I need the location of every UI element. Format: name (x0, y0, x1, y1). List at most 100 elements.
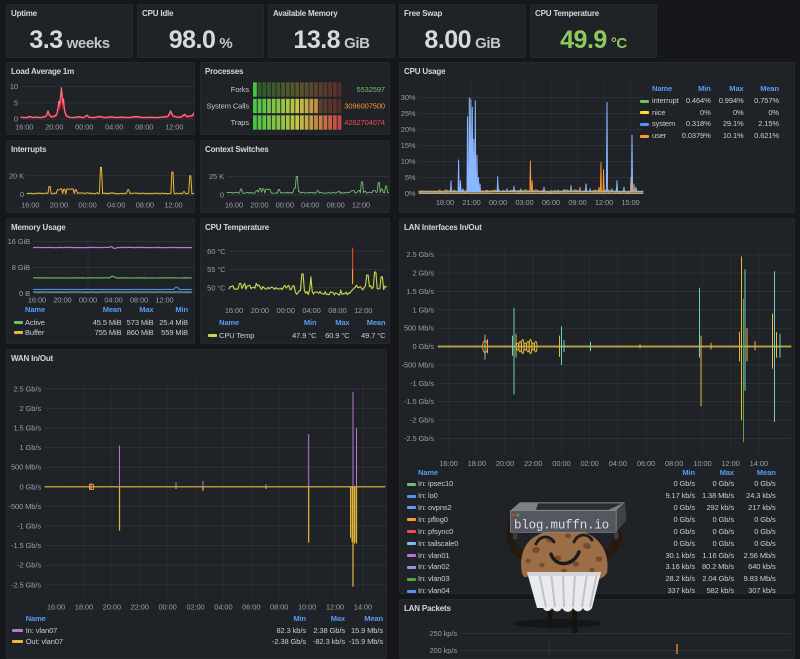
svg-text:00:00: 00:00 (277, 306, 295, 315)
svg-text:0%: 0% (405, 189, 416, 198)
svg-text:10: 10 (10, 82, 18, 91)
svg-text:20:00: 20:00 (45, 123, 63, 132)
svg-text:08:00: 08:00 (326, 201, 344, 210)
svg-text:03:00: 03:00 (515, 198, 533, 207)
svg-text:500 Mb/s: 500 Mb/s (404, 324, 434, 333)
svg-text:00:00: 00:00 (78, 201, 96, 210)
svg-text:10:00: 10:00 (298, 603, 316, 612)
svg-text:18:00: 18:00 (75, 603, 93, 612)
svg-text:2 Gb/s: 2 Gb/s (20, 404, 42, 413)
svg-text:-1.5 Gb/s: -1.5 Gb/s (11, 541, 41, 550)
svg-text:12:00: 12:00 (155, 296, 173, 305)
svg-text:16:00: 16:00 (15, 123, 33, 132)
svg-text:18:00: 18:00 (468, 459, 486, 468)
svg-text:08:00: 08:00 (270, 603, 288, 612)
svg-text:-1 Gb/s: -1 Gb/s (17, 522, 41, 531)
svg-text:20 K: 20 K (9, 171, 24, 180)
svg-text:0: 0 (14, 115, 18, 124)
svg-text:8 GiB: 8 GiB (12, 263, 30, 272)
svg-text:08:00: 08:00 (665, 459, 683, 468)
svg-text:16:00: 16:00 (225, 306, 243, 315)
svg-text:08:00: 08:00 (136, 201, 154, 210)
svg-text:System Calls: System Calls (206, 102, 249, 111)
svg-text:22:00: 22:00 (131, 603, 149, 612)
svg-text:5: 5 (14, 98, 18, 107)
svg-text:14:00: 14:00 (750, 459, 768, 468)
svg-text:08:00: 08:00 (130, 296, 148, 305)
svg-text:16:00: 16:00 (439, 459, 457, 468)
svg-text:4262704074: 4262704074 (344, 118, 385, 127)
svg-text:09:00: 09:00 (568, 198, 586, 207)
svg-text:16:00: 16:00 (225, 201, 243, 210)
svg-text:14:00: 14:00 (354, 603, 372, 612)
svg-text:15:00: 15:00 (621, 198, 639, 207)
svg-text:Forks: Forks (231, 85, 250, 94)
svg-text:50 °C: 50 °C (207, 283, 226, 292)
svg-text:12:00: 12:00 (165, 123, 183, 132)
svg-text:2.5 Gb/s: 2.5 Gb/s (13, 384, 41, 393)
svg-text:1.5 Gb/s: 1.5 Gb/s (406, 287, 434, 296)
svg-text:-2.5 Gb/s: -2.5 Gb/s (11, 580, 41, 589)
svg-text:04:00: 04:00 (301, 201, 319, 210)
svg-text:-2 Gb/s: -2 Gb/s (410, 416, 434, 425)
svg-text:12:00: 12:00 (721, 459, 739, 468)
svg-text:16 GiB: 16 GiB (8, 237, 30, 246)
svg-text:-2.5 Gb/s: -2.5 Gb/s (404, 434, 434, 443)
svg-text:250 kp/s: 250 kp/s (429, 629, 457, 638)
svg-text:21:00: 21:00 (462, 198, 480, 207)
svg-text:5532597: 5532597 (357, 85, 386, 94)
svg-text:1 Gb/s: 1 Gb/s (20, 443, 42, 452)
svg-text:-2 Gb/s: -2 Gb/s (17, 561, 41, 570)
svg-text:12:00: 12:00 (354, 306, 372, 315)
svg-text:5%: 5% (405, 173, 416, 182)
svg-text:2 Gb/s: 2 Gb/s (413, 269, 435, 278)
svg-text:12:00: 12:00 (595, 198, 613, 207)
svg-text:0: 0 (20, 190, 24, 199)
svg-text:-1.5 Gb/s: -1.5 Gb/s (404, 397, 434, 406)
svg-text:10:00: 10:00 (693, 459, 711, 468)
svg-text:06:00: 06:00 (637, 459, 655, 468)
svg-text:22:00: 22:00 (524, 459, 542, 468)
svg-text:04:00: 04:00 (302, 306, 320, 315)
svg-text:02:00: 02:00 (186, 603, 204, 612)
svg-text:55 °C: 55 °C (207, 265, 226, 274)
svg-text:60 °C: 60 °C (207, 247, 226, 256)
svg-text:00:00: 00:00 (79, 296, 97, 305)
svg-text:20:00: 20:00 (103, 603, 121, 612)
svg-text:16:00: 16:00 (28, 296, 46, 305)
svg-text:16:00: 16:00 (47, 603, 65, 612)
svg-text:04:00: 04:00 (105, 123, 123, 132)
svg-text:blog.muffn.io: blog.muffn.io (514, 519, 609, 533)
svg-text:3096007500: 3096007500 (344, 102, 385, 111)
svg-text:20:00: 20:00 (251, 306, 269, 315)
svg-text:00:00: 00:00 (276, 201, 294, 210)
svg-text:18:00: 18:00 (436, 198, 454, 207)
svg-text:06:00: 06:00 (542, 198, 560, 207)
svg-text:00:00: 00:00 (75, 123, 93, 132)
svg-text:16:00: 16:00 (21, 201, 39, 210)
svg-text:0: 0 (220, 191, 224, 200)
svg-text:08:00: 08:00 (328, 306, 346, 315)
svg-text:-500 Mb/s: -500 Mb/s (9, 502, 42, 511)
svg-text:500 Mb/s: 500 Mb/s (11, 463, 41, 472)
svg-text:0 Gb/s: 0 Gb/s (413, 342, 435, 351)
svg-text:20:00: 20:00 (250, 201, 268, 210)
svg-text:200 kp/s: 200 kp/s (429, 646, 457, 654)
svg-text:30%: 30% (401, 93, 416, 102)
svg-text:Traps: Traps (231, 118, 250, 127)
svg-text:25 K: 25 K (209, 172, 224, 181)
svg-text:1 Gb/s: 1 Gb/s (413, 305, 435, 314)
svg-text:04:00: 04:00 (609, 459, 627, 468)
svg-text:20:00: 20:00 (53, 296, 71, 305)
svg-text:00:00: 00:00 (552, 459, 570, 468)
svg-text:20:00: 20:00 (50, 201, 68, 210)
svg-text:20%: 20% (401, 125, 416, 134)
svg-text:15%: 15% (401, 141, 416, 150)
svg-text:1.5 Gb/s: 1.5 Gb/s (13, 424, 41, 433)
svg-text:-1 Gb/s: -1 Gb/s (410, 379, 434, 388)
svg-text:02:00: 02:00 (580, 459, 598, 468)
svg-text:25%: 25% (401, 109, 416, 118)
svg-text:-500 Mb/s: -500 Mb/s (402, 360, 435, 369)
svg-text:0 Gb/s: 0 Gb/s (20, 482, 42, 491)
svg-text:00:00: 00:00 (489, 198, 507, 207)
